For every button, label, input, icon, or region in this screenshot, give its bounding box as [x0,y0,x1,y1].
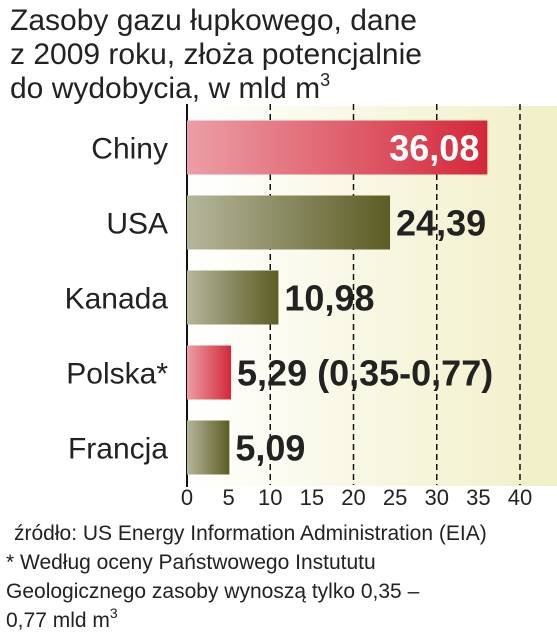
footnote-text: źródło: US Energy Information Administra… [14,522,487,545]
x-tick-label: 25 [383,485,407,510]
title-superscript: 3 [320,70,330,90]
title-text: do wydobycia, w mld m [10,72,320,105]
x-tick-label: 30 [425,485,449,510]
footnote: 0,77 mld m3 [6,605,118,632]
bar [187,195,391,250]
footnote: źródło: US Energy Information Administra… [14,522,487,545]
bar [187,270,279,325]
x-tick-label: 15 [300,485,324,510]
x-tick-label: 35 [466,485,490,510]
title-text: Zasoby gazu łupkowego, dane [10,4,417,37]
x-tick-label: 20 [341,485,365,510]
category-label: Francja [68,433,168,466]
bar [187,120,488,175]
footnote: Geologicznego zasoby wynoszą tylko 0,35 … [6,580,420,603]
footnote-text: * Według oceny Państwowego Instututu [6,551,376,574]
category-label: USA [106,208,168,241]
footnote-text: Geologicznego zasoby wynoszą tylko 0,35 … [6,580,420,603]
footnote: * Według oceny Państwowego Instututu [6,551,376,574]
value-label: 24,39 [396,203,486,244]
x-tick-label: 10 [258,485,282,510]
footnote-text: 0,77 mld m [6,609,110,632]
value-label: 10,98 [284,278,374,319]
chart-title: Zasoby gazu łupkowego, dane [10,4,417,37]
footnote-superscript: 3 [110,605,118,621]
x-tick-label: 40 [508,485,532,510]
value-label: 5,29 (0,35-0,77) [237,353,493,394]
chart-title: z 2009 roku, złoża potencjalnie [10,38,422,71]
bar [187,345,232,400]
x-tick-label: 0 [181,485,193,510]
value-label: 36,08 [389,128,479,169]
x-tick-label: 5 [223,485,235,510]
bar [187,420,230,475]
category-label: Kanada [65,283,169,316]
title-text: z 2009 roku, złoża potencjalnie [10,38,422,71]
value-label: 5,09 [235,428,305,469]
chart-title: do wydobycia, w mld m3 [10,70,330,105]
category-label: Chiny [91,133,168,166]
category-label: Polska* [66,358,168,391]
